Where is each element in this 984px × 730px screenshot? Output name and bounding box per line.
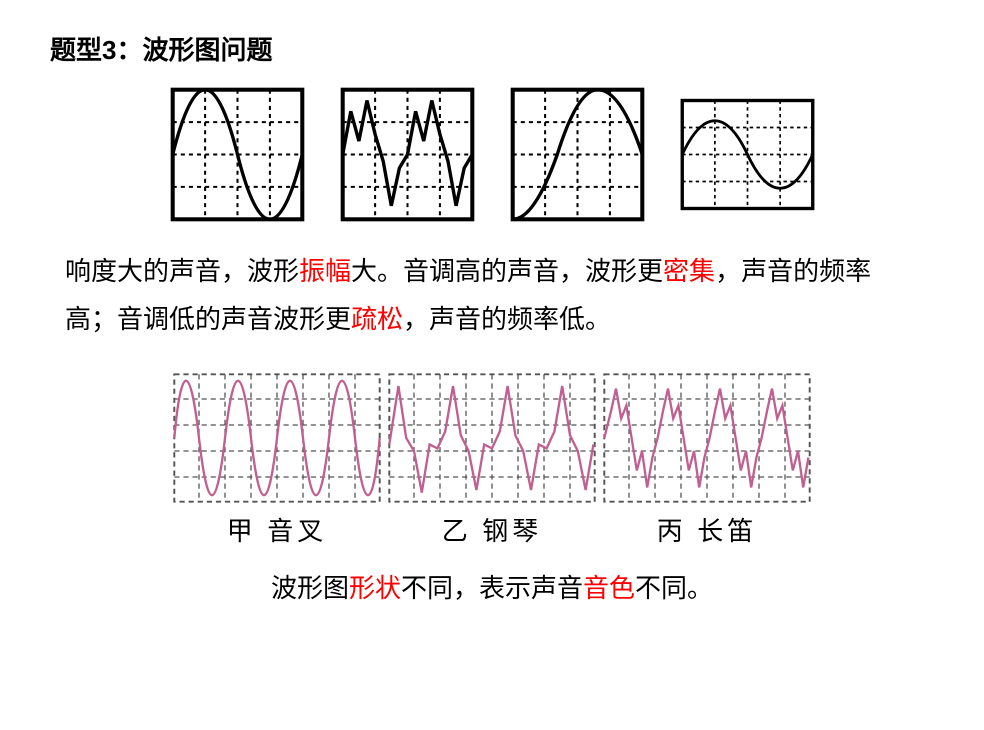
keyword-shape: 形状	[349, 573, 401, 603]
footer-sentence: 波形图形状不同，表示声音音色不同。	[50, 568, 934, 605]
bottom-waveform-row	[50, 373, 934, 503]
waveform-tuning-fork	[172, 373, 382, 503]
top-waveform-row	[50, 87, 934, 222]
label-flute: 丙 长笛	[602, 511, 812, 548]
label-piano: 乙 钢琴	[387, 511, 597, 548]
text-span: 不同。	[635, 573, 713, 603]
text-span: 波形图	[271, 573, 349, 603]
keyword-dense: 密集	[663, 256, 715, 286]
waveform-2	[340, 87, 475, 222]
keyword-sparse: 疏松	[351, 304, 403, 334]
label-tuning-fork: 甲 音叉	[172, 511, 382, 548]
keyword-amplitude: 振幅	[299, 256, 351, 286]
description-paragraph: 响度大的声音，波形振幅大。音调高的声音，波形更密集，声音的频率高；音调低的声音波…	[65, 247, 919, 343]
text-span: 不同，表示声音	[401, 573, 583, 603]
text-span: 大。音调高的声音，波形更	[351, 256, 663, 286]
waveform-4	[680, 87, 815, 222]
waveform-3	[510, 87, 645, 222]
waveform-1	[170, 87, 305, 222]
keyword-timbre: 音色	[583, 573, 635, 603]
waveform-piano	[387, 373, 597, 503]
section-title: 题型3：波形图问题	[50, 30, 934, 67]
waveform-flute	[602, 373, 812, 503]
text-span: 响度大的声音，波形	[65, 256, 299, 286]
text-span: ，声音的频率低。	[403, 304, 611, 334]
instrument-labels-row: 甲 音叉 乙 钢琴 丙 长笛	[50, 511, 934, 548]
